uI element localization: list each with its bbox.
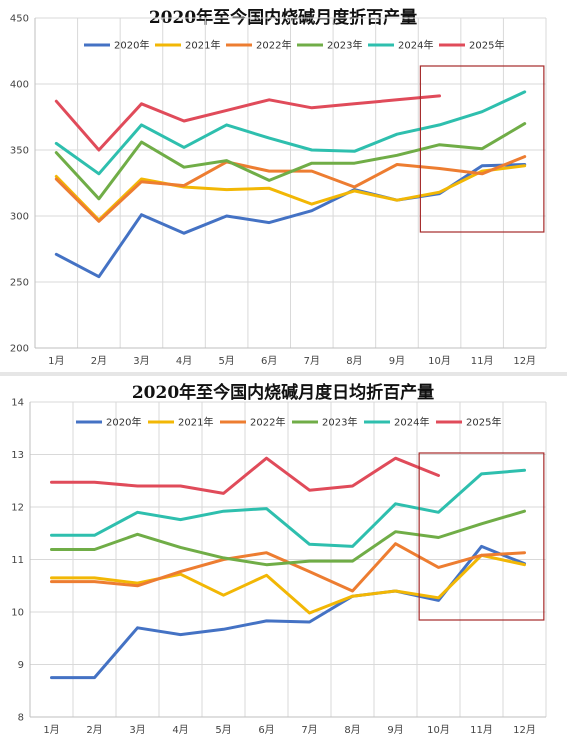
x-tick-label: 2月: [86, 724, 102, 736]
x-tick-label: 10月: [427, 724, 450, 736]
legend-label: 2020年: [114, 39, 149, 52]
legend-label: 2023年: [322, 416, 357, 429]
x-tick-label: 3月: [129, 724, 145, 736]
y-tick-label: 10: [11, 608, 24, 619]
x-tick-label: 10月: [428, 355, 451, 367]
x-tick-label: 2月: [91, 355, 107, 367]
series-line-2025: [50, 456, 440, 495]
series-line-2023: [50, 509, 526, 567]
chart-daily-avg-output-svg: 2020年至今国内烧碱月度日均折百产量 8 9 10 11 12 13 14 1月 2月 3月 4月…: [11, 382, 547, 736]
legend-label: 2023年: [327, 39, 362, 52]
y-tick-label: 300: [10, 212, 29, 223]
highlight-box: [419, 65, 545, 233]
chart-title: 2020年至今国内烧碱月度日均折百产量: [132, 382, 434, 403]
legend-label: 2025年: [469, 39, 504, 52]
series-line-2021: [54, 164, 527, 222]
y-tick-label: 350: [10, 146, 29, 157]
x-tick-label: 4月: [176, 355, 192, 367]
x-tick-label: 8月: [344, 724, 360, 736]
x-tick-label: 5月: [215, 724, 231, 736]
x-tick-label: 5月: [218, 355, 234, 367]
x-tick-label: 11月: [471, 355, 494, 367]
legend-label: 2025年: [466, 416, 501, 429]
x-tick-label: 11月: [470, 724, 493, 736]
legend-label: 2022年: [256, 39, 291, 52]
y-tick-label: 8: [18, 713, 24, 724]
legend-label: 2022年: [250, 416, 285, 429]
y-tick-label: 250: [10, 278, 29, 289]
y-tick-label: 12: [11, 503, 24, 514]
y-tick-label: 13: [11, 450, 24, 461]
x-tick-label: 1月: [43, 724, 59, 736]
chart-monthly-output: 2020年至今国内烧碱月度折百产量 200 250 300 350 400 450 1月 2月…: [0, 0, 567, 372]
x-tick-label: 4月: [172, 724, 188, 736]
series-line-2021: [50, 553, 526, 615]
series-line-2024: [54, 90, 527, 176]
legend-label: 2021年: [185, 39, 220, 52]
x-tick-label: 7月: [304, 355, 320, 367]
x-tick-label: 1月: [48, 355, 64, 367]
y-tick-label: 14: [11, 398, 24, 409]
y-tick-label: 450: [10, 14, 29, 25]
y-tick-label: 400: [10, 80, 29, 91]
y-tick-label: 200: [10, 344, 29, 355]
x-tick-label: 3月: [133, 355, 149, 367]
x-tick-label: 6月: [261, 355, 277, 367]
series-line-2025: [54, 94, 441, 152]
x-tick-label: 12月: [513, 724, 536, 736]
series-line-2023: [54, 122, 527, 201]
legend-label: 2021年: [178, 416, 213, 429]
y-tick-label: 11: [11, 555, 24, 566]
legend-label: 2020年: [106, 416, 141, 429]
x-tick-label: 12月: [513, 355, 536, 367]
x-tick-label: 9月: [389, 355, 405, 367]
x-tick-label: 7月: [301, 724, 317, 736]
x-tick-label: 8月: [346, 355, 362, 367]
x-tick-label: 9月: [387, 724, 403, 736]
legend-label: 2024年: [398, 39, 433, 52]
series-line-2024: [50, 468, 526, 548]
legend-label: 2024年: [394, 416, 429, 429]
chart-daily-avg-output: 2020年至今国内烧碱月度日均折百产量 8 9 10 11 12 13 14 1月 2月 3月 4月…: [0, 376, 567, 748]
x-tick-label: 6月: [258, 724, 274, 736]
highlight-box: [418, 452, 545, 621]
y-tick-label: 9: [18, 660, 24, 671]
chart-divider: [0, 372, 567, 376]
